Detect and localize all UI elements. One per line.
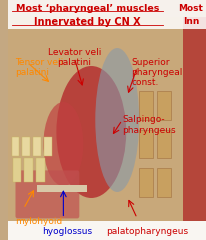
- Text: hyoglossus: hyoglossus: [42, 227, 92, 236]
- FancyBboxPatch shape: [15, 170, 79, 218]
- Bar: [7, 17, 182, 221]
- Text: Levator veli
palatini: Levator veli palatini: [47, 48, 101, 67]
- Bar: [138, 91, 152, 120]
- Bar: [156, 130, 170, 158]
- Text: Innervated by CN X: Innervated by CN X: [34, 17, 140, 27]
- Bar: [138, 168, 152, 197]
- Bar: [37, 185, 87, 192]
- Text: Most ‘pharyngeal’ muscles: Most ‘pharyngeal’ muscles: [15, 4, 158, 13]
- Bar: [156, 168, 170, 197]
- Ellipse shape: [95, 48, 138, 192]
- Bar: [7, 0, 206, 29]
- Text: Most: Most: [178, 4, 202, 13]
- Bar: [182, 17, 206, 221]
- Bar: [12, 158, 21, 182]
- Bar: [44, 137, 52, 156]
- Bar: [24, 158, 33, 182]
- Bar: [12, 137, 19, 156]
- Text: Salpingo-
pharyngeus: Salpingo- pharyngeus: [122, 115, 175, 135]
- Bar: [138, 130, 152, 158]
- Bar: [33, 137, 41, 156]
- Bar: [7, 221, 206, 240]
- Text: Tensor veli
palatini: Tensor veli palatini: [15, 58, 63, 77]
- Bar: [36, 158, 45, 182]
- Text: Inn: Inn: [182, 17, 198, 26]
- Ellipse shape: [43, 102, 83, 186]
- Ellipse shape: [56, 66, 126, 198]
- Text: mylohyoid: mylohyoid: [15, 217, 62, 226]
- Bar: [22, 137, 30, 156]
- Text: palatopharyngeus: palatopharyngeus: [106, 227, 187, 236]
- Text: Superior
pharyngeal
const.: Superior pharyngeal const.: [131, 58, 182, 87]
- Bar: [156, 91, 170, 120]
